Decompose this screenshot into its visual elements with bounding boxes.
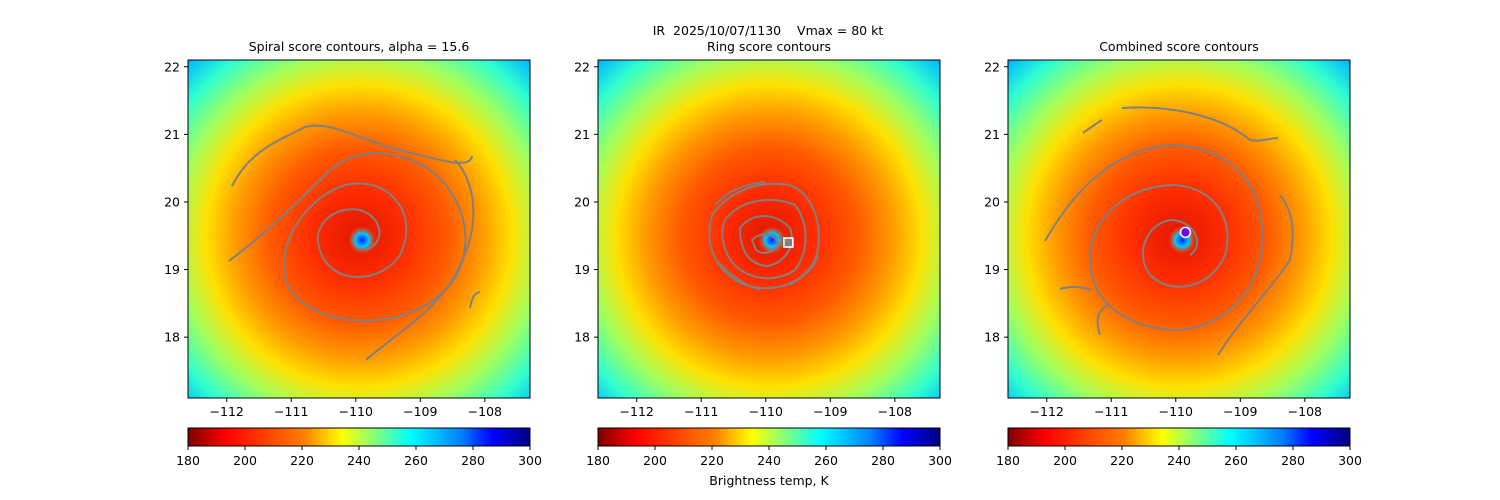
- colorbar-tick-label: 220: [1110, 453, 1134, 468]
- colorbar-ticks: 180 200 220 240 260 280 300: [996, 446, 1362, 468]
- x-tick-label: −109: [1223, 404, 1257, 419]
- contour-line: [1044, 143, 1264, 332]
- colorbar-tick-label: 300: [928, 453, 952, 468]
- x-tick-label: −108: [878, 404, 912, 419]
- x-tick-label: −110: [1159, 404, 1193, 419]
- y-tick-label: 18: [574, 330, 590, 345]
- x-tick-label: −112: [620, 404, 654, 419]
- contour-line: [721, 199, 807, 280]
- contour-line: [714, 181, 819, 291]
- x-tick-label: −111: [1094, 404, 1128, 419]
- panel-ring: Ring score contours −112 −111 −110 −109 −108…: [574, 39, 952, 488]
- colorbar-tick-label: 260: [404, 453, 428, 468]
- y-tick-label: 21: [164, 127, 180, 142]
- contour-line: [708, 182, 820, 290]
- colorbar-tick-label: 200: [233, 453, 257, 468]
- x-tick-label: −109: [403, 404, 437, 419]
- plot-frame: [187, 59, 531, 399]
- x-axis: −112 −111 −110 −109 −108: [1030, 398, 1322, 419]
- y-tick-label: 20: [164, 194, 180, 209]
- colorbar-tick-label: 280: [461, 453, 485, 468]
- colorbar-tick-label: 260: [814, 453, 838, 468]
- y-tick-label: 18: [984, 330, 1000, 345]
- contour-line: [365, 159, 475, 361]
- contour-line: [228, 152, 467, 322]
- colorbar-ticks: 180 200 220 240 260 280 300: [586, 446, 952, 468]
- contour-line: [738, 215, 793, 268]
- colorbar-tick-label: 240: [347, 453, 371, 468]
- plot-frame: [597, 59, 941, 399]
- x-tick-label: −111: [684, 404, 718, 419]
- center-marker-circle: [1179, 226, 1192, 239]
- marker: [783, 237, 794, 248]
- score-contours: [1044, 106, 1294, 356]
- y-tick-label: 22: [574, 59, 590, 74]
- colorbar-tick-label: 280: [871, 453, 895, 468]
- panel-combined: Combined score contours −112 −111 −110 −109…: [984, 39, 1362, 468]
- colorbar-tick-label: 240: [757, 453, 781, 468]
- x-tick-label: −111: [274, 404, 308, 419]
- y-tick-label: 19: [164, 262, 180, 277]
- x-tick-label: −112: [1030, 404, 1064, 419]
- colorbar: 180 200 220 240 260 280 300: [586, 427, 952, 468]
- y-tick-label: 21: [574, 127, 590, 142]
- x-tick-label: −110: [749, 404, 783, 419]
- panel-spiral: Spiral score contours, alpha = 15.6 −112…: [164, 39, 542, 468]
- colorbar-tick-label: 300: [1338, 453, 1362, 468]
- y-tick-label: 20: [574, 194, 590, 209]
- contour-line: [1082, 119, 1103, 134]
- colorbar-tick-label: 180: [586, 453, 610, 468]
- x-tick-label: −112: [210, 404, 244, 419]
- score-contours: [708, 181, 820, 291]
- y-axis: 22 21 20 19 18: [574, 59, 598, 345]
- contour-line: [469, 291, 481, 309]
- colorbar-tick-label: 200: [643, 453, 667, 468]
- contour-line: [1217, 194, 1294, 356]
- colorbar-tick-label: 180: [996, 453, 1020, 468]
- y-axis: 22 21 20 19 18: [984, 59, 1008, 345]
- y-tick-label: 19: [984, 262, 1000, 277]
- y-tick-label: 21: [984, 127, 1000, 142]
- contour-line: [1059, 286, 1109, 336]
- x-tick-label: −108: [1288, 404, 1322, 419]
- x-tick-label: −110: [339, 404, 373, 419]
- ir-heatmap: [188, 60, 530, 398]
- y-axis: 22 21 20 19 18: [164, 59, 188, 345]
- y-tick-label: 22: [984, 59, 1000, 74]
- y-tick-label: 18: [164, 330, 180, 345]
- panel-title: Ring score contours: [707, 39, 831, 54]
- score-contours: [228, 124, 481, 361]
- figure-suptitle: IR 2025/10/07/1130 Vmax = 80 kt: [653, 23, 884, 38]
- colorbar-tick-label: 280: [1281, 453, 1305, 468]
- ir-heatmap: [1008, 60, 1350, 398]
- colorbar-tick-label: 300: [518, 453, 542, 468]
- colorbar-tick-label: 240: [1167, 453, 1191, 468]
- colorbar: 180 200 220 240 260 280 300: [176, 427, 542, 468]
- contour-line: [750, 233, 780, 254]
- y-tick-label: 19: [574, 262, 590, 277]
- x-tick-label: −108: [468, 404, 502, 419]
- center-marker-square: [783, 237, 794, 248]
- ir-heatmap: [598, 60, 940, 398]
- y-tick-label: 20: [984, 194, 1000, 209]
- contour-line: [231, 124, 473, 187]
- colorbar-ticks: 180 200 220 240 260 280 300: [176, 446, 542, 468]
- colorbar-label: Brightness temp, K: [709, 473, 829, 488]
- marker: [1179, 226, 1192, 239]
- x-axis: −112 −111 −110 −109 −108: [620, 398, 912, 419]
- panel-title: Combined score contours: [1099, 39, 1259, 54]
- panel-title: Spiral score contours, alpha = 15.6: [249, 39, 470, 54]
- colorbar-tick-label: 200: [1053, 453, 1077, 468]
- colorbar-tick-label: 220: [290, 453, 314, 468]
- colorbar-tick-label: 260: [1224, 453, 1248, 468]
- x-tick-label: −109: [813, 404, 847, 419]
- colorbar-tick-label: 180: [176, 453, 200, 468]
- y-tick-label: 22: [164, 59, 180, 74]
- x-axis: −112 −111 −110 −109 −108: [210, 398, 502, 419]
- plot-frame: [1007, 59, 1351, 399]
- contour-line: [1121, 106, 1279, 142]
- colorbar: 180 200 220 240 260 280 300: [996, 427, 1362, 468]
- colorbar-tick-label: 220: [700, 453, 724, 468]
